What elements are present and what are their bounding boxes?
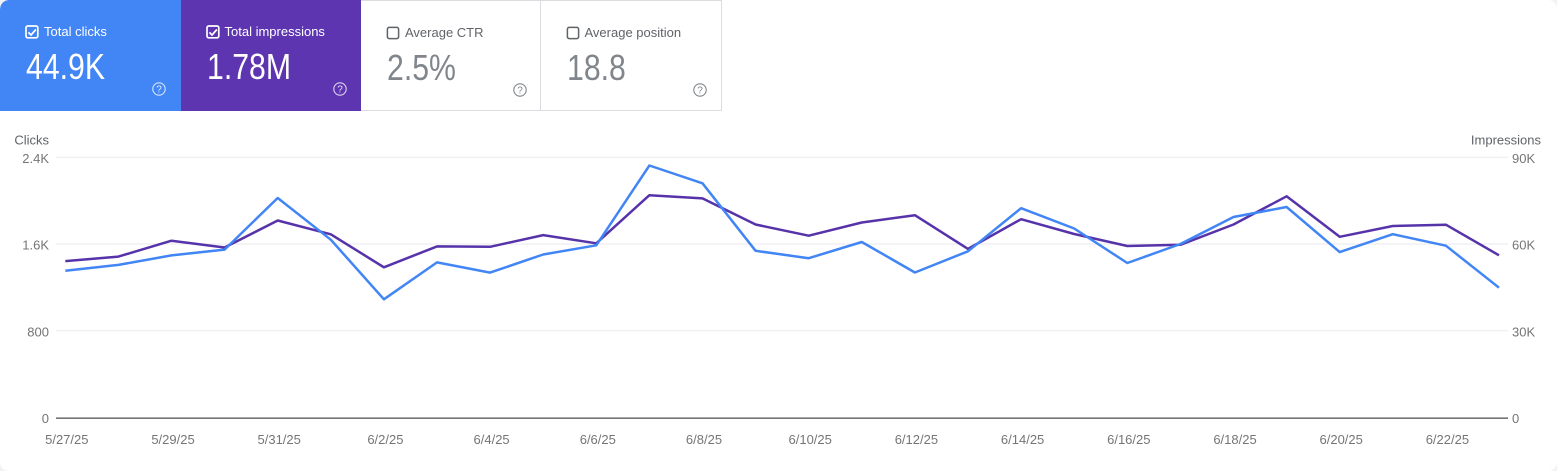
svg-text:5/27/25: 5/27/25 bbox=[45, 432, 88, 447]
svg-text:6/20/25: 6/20/25 bbox=[1320, 432, 1363, 447]
svg-text:0: 0 bbox=[42, 411, 49, 426]
svg-text:?: ? bbox=[156, 84, 162, 95]
svg-text:?: ? bbox=[517, 85, 523, 96]
svg-text:800: 800 bbox=[27, 324, 49, 339]
svg-text:6/16/25: 6/16/25 bbox=[1107, 432, 1150, 447]
svg-text:5/31/25: 5/31/25 bbox=[258, 432, 301, 447]
svg-text:0: 0 bbox=[1512, 411, 1519, 426]
svg-text:5/29/25: 5/29/25 bbox=[151, 432, 194, 447]
svg-text:1.6K: 1.6K bbox=[22, 238, 49, 253]
svg-text:90K: 90K bbox=[1512, 151, 1535, 166]
svg-text:6/2/25: 6/2/25 bbox=[367, 432, 403, 447]
svg-text:6/8/25: 6/8/25 bbox=[686, 432, 722, 447]
svg-text:30K: 30K bbox=[1512, 324, 1535, 339]
svg-text:Clicks: Clicks bbox=[14, 133, 49, 148]
svg-text:6/10/25: 6/10/25 bbox=[789, 432, 832, 447]
svg-text:?: ? bbox=[697, 85, 703, 96]
svg-text:6/18/25: 6/18/25 bbox=[1213, 432, 1256, 447]
svg-text:6/12/25: 6/12/25 bbox=[895, 432, 938, 447]
svg-text:?: ? bbox=[337, 84, 343, 95]
svg-text:2.4K: 2.4K bbox=[22, 151, 49, 166]
svg-text:6/4/25: 6/4/25 bbox=[474, 432, 510, 447]
svg-text:6/6/25: 6/6/25 bbox=[580, 432, 616, 447]
svg-text:6/22/25: 6/22/25 bbox=[1426, 432, 1469, 447]
svg-text:6/14/25: 6/14/25 bbox=[1001, 432, 1044, 447]
svg-text:60K: 60K bbox=[1512, 238, 1535, 253]
svg-text:Impressions: Impressions bbox=[1471, 133, 1542, 148]
